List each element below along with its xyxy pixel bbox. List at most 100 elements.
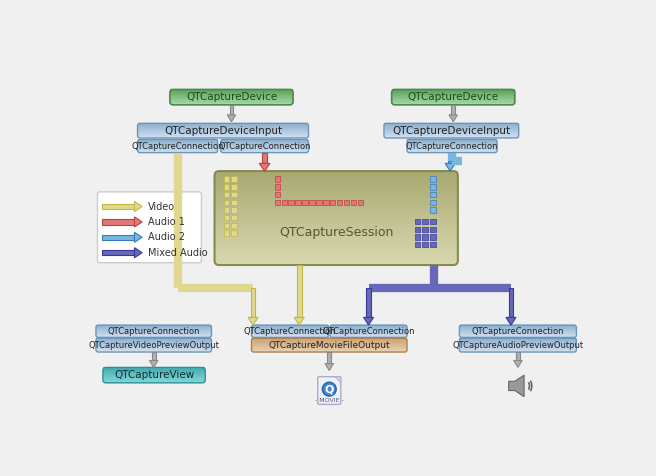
Text: - MOVIE -: - MOVIE - — [315, 398, 344, 403]
Bar — [170, 92, 293, 93]
Bar — [215, 183, 458, 184]
Bar — [215, 262, 458, 264]
Bar — [330, 332, 407, 333]
Bar — [215, 240, 458, 241]
Bar — [215, 185, 458, 187]
Bar — [251, 326, 329, 327]
Bar — [344, 199, 349, 205]
Bar — [215, 192, 458, 193]
Bar — [220, 148, 308, 149]
Bar — [215, 205, 458, 207]
Bar — [96, 340, 211, 341]
Bar — [215, 223, 458, 224]
Bar — [215, 179, 458, 180]
Bar — [330, 336, 407, 337]
Bar — [251, 330, 329, 331]
Bar — [103, 378, 205, 380]
Bar — [430, 192, 436, 197]
Bar — [407, 151, 497, 153]
Bar — [251, 348, 407, 350]
Text: QTCaptureConnection: QTCaptureConnection — [472, 327, 564, 336]
Bar — [215, 185, 458, 186]
Bar — [102, 204, 134, 209]
Bar — [459, 331, 577, 332]
Bar — [215, 182, 458, 183]
Bar — [384, 126, 519, 127]
Bar — [251, 325, 329, 326]
Bar — [392, 95, 515, 97]
Bar — [215, 191, 458, 193]
Bar — [138, 147, 218, 148]
Bar — [138, 125, 308, 126]
Text: QTCaptureSession: QTCaptureSession — [279, 226, 394, 238]
Polygon shape — [449, 115, 457, 122]
Bar — [215, 231, 458, 233]
Bar — [96, 328, 211, 330]
Bar — [215, 181, 458, 183]
Bar — [215, 229, 458, 230]
Bar — [102, 250, 134, 256]
Bar — [215, 257, 458, 258]
Bar — [96, 348, 211, 349]
Bar — [251, 336, 329, 337]
Bar — [152, 352, 155, 360]
Bar — [251, 346, 407, 347]
Bar — [224, 207, 229, 213]
Bar — [170, 97, 293, 98]
Polygon shape — [259, 163, 270, 171]
Bar — [251, 339, 407, 340]
Bar — [138, 146, 218, 147]
Bar — [215, 242, 458, 243]
Bar — [392, 100, 515, 101]
Bar — [384, 127, 519, 128]
Bar — [138, 142, 218, 143]
Bar — [220, 151, 308, 153]
Polygon shape — [508, 375, 524, 397]
Bar — [138, 132, 308, 133]
Bar — [215, 197, 458, 198]
Bar — [138, 135, 308, 137]
Bar — [215, 221, 458, 223]
Bar — [215, 208, 458, 209]
Bar — [323, 199, 329, 205]
Bar — [459, 350, 577, 351]
Bar — [215, 250, 458, 251]
Bar — [251, 343, 407, 344]
Bar — [96, 339, 211, 340]
Bar — [138, 145, 218, 147]
Bar — [138, 134, 308, 135]
Bar — [358, 199, 363, 205]
Bar — [232, 230, 237, 236]
Bar — [215, 219, 458, 220]
Text: QTCaptureMovieFileOutput: QTCaptureMovieFileOutput — [268, 341, 390, 349]
Bar — [366, 288, 371, 317]
Text: QTCaptureConnection: QTCaptureConnection — [322, 327, 415, 336]
Bar — [103, 381, 205, 382]
Polygon shape — [227, 115, 236, 122]
Bar — [392, 93, 515, 94]
Bar — [232, 223, 237, 228]
Bar — [251, 350, 407, 351]
Circle shape — [322, 382, 336, 396]
Bar — [103, 369, 205, 370]
Bar — [251, 328, 329, 329]
Bar — [215, 213, 458, 214]
Bar — [392, 100, 515, 102]
Bar — [170, 101, 293, 102]
Bar — [392, 92, 515, 93]
Bar — [96, 343, 211, 344]
Bar — [232, 199, 237, 205]
Bar — [251, 332, 329, 334]
Bar — [215, 178, 458, 179]
Bar — [96, 338, 211, 339]
Bar — [224, 215, 229, 220]
Bar — [103, 377, 205, 378]
Bar — [384, 123, 519, 124]
Bar — [215, 264, 458, 265]
Bar — [224, 223, 229, 228]
Bar — [96, 331, 211, 332]
Bar — [215, 191, 458, 192]
Text: QTCaptureView: QTCaptureView — [114, 370, 194, 380]
Bar — [330, 335, 407, 336]
Text: QTCaptureDeviceInput: QTCaptureDeviceInput — [392, 126, 510, 136]
